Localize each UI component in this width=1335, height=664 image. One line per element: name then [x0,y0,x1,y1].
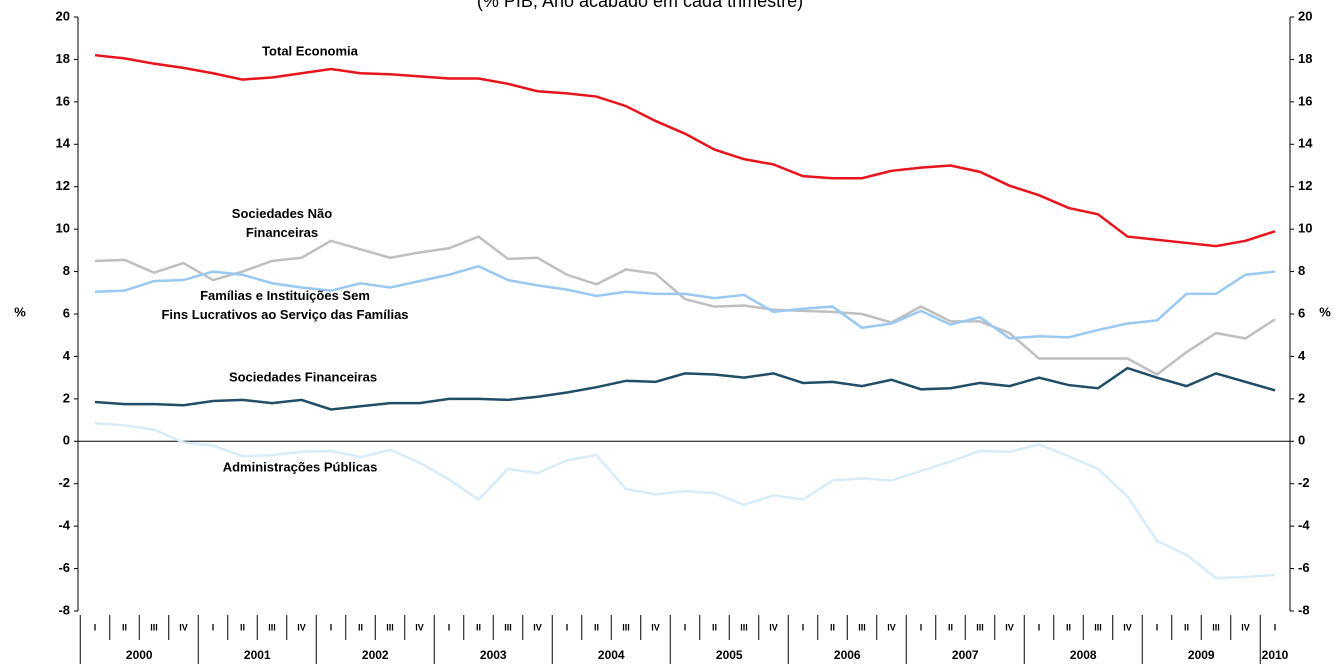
x-tick-label: III [268,622,276,632]
series-label: Sociedades Financeiras [229,369,377,384]
y2-tick-label: -8 [1298,602,1310,617]
y2-tick-label: 0 [1298,433,1305,448]
y-tick-label: 6 [63,305,70,320]
y2-tick-label: 14 [1298,136,1313,151]
y-tick-label: 0 [63,433,70,448]
x-tick-label: IV [651,622,660,632]
y2-tick-label: 2 [1298,390,1305,405]
year-label: 2010 [1262,648,1289,662]
x-tick-label: III [1094,622,1102,632]
y2-tick-label: 8 [1298,263,1305,278]
year-label: 2003 [480,648,507,662]
year-label: 2001 [244,648,271,662]
y-tick-label: -6 [58,560,70,575]
x-tick-label: I [1274,622,1277,632]
year-label: 2008 [1070,648,1097,662]
y-tick-label: 4 [63,348,71,363]
series-label: Total Economia [262,43,359,58]
x-tick-label: IV [533,622,542,632]
x-tick-label: II [1184,622,1189,632]
series-line [94,422,1276,580]
x-tick-label: II [1066,622,1071,632]
x-tick-label: I [1038,622,1041,632]
x-tick-label: I [920,622,923,632]
y-tick-label: 18 [56,51,70,66]
x-tick-label: II [476,622,481,632]
x-tick-label: III [858,622,866,632]
y2-tick-label: -4 [1298,518,1310,533]
x-tick-label: III [386,622,394,632]
year-label: 2000 [126,648,153,662]
y-tick-label: 8 [63,263,70,278]
x-tick-label: I [94,622,97,632]
x-tick-label: I [684,622,687,632]
x-tick-label: I [448,622,451,632]
x-tick-label: III [504,622,512,632]
y2-tick-label: 4 [1298,348,1306,363]
x-tick-label: II [830,622,835,632]
x-tick-label: IV [179,622,188,632]
y2-tick-label: -2 [1298,475,1310,490]
y-axis-label: % [14,304,26,319]
x-tick-label: I [330,622,333,632]
y-tick-label: 12 [56,178,70,193]
y-tick-label: 14 [56,136,71,151]
chart-title: (% PIB, Ano acabado em cada trimestre) [477,0,803,11]
year-label: 2006 [834,648,861,662]
x-tick-label: IV [887,622,896,632]
x-tick-label: I [1156,622,1159,632]
x-tick-label: II [712,622,717,632]
y2-tick-label: 10 [1298,221,1312,236]
x-tick-label: I [212,622,215,632]
series-line [94,235,1276,376]
x-tick-label: II [122,622,127,632]
x-tick-label: III [976,622,984,632]
x-tick-label: II [594,622,599,632]
y2-axis-label: % [1319,304,1331,319]
y-tick-label: 2 [63,390,70,405]
y-tick-label: -2 [58,475,70,490]
x-tick-label: III [740,622,748,632]
series-label: Administrações Públicas [223,459,378,474]
y2-tick-label: 20 [1298,8,1312,23]
year-label: 2009 [1188,648,1215,662]
y-tick-label: -8 [58,602,70,617]
x-tick-label: IV [297,622,306,632]
y2-tick-label: 12 [1298,178,1312,193]
x-tick-label: III [150,622,158,632]
y-tick-label: 16 [56,93,70,108]
y-tick-label: -4 [58,518,70,533]
x-tick-label: II [240,622,245,632]
x-tick-label: I [802,622,805,632]
series-line [94,366,1276,411]
year-label: 2007 [952,648,979,662]
y2-tick-label: 18 [1298,51,1312,66]
series-line [94,53,1276,248]
series-line [94,264,1276,340]
year-label: 2002 [362,648,389,662]
x-tick-label: IV [769,622,778,632]
y-tick-label: 10 [56,221,70,236]
y2-tick-label: -6 [1298,560,1310,575]
series-label: Famílias e Instituições Sem Fins Lucrativ… [161,288,408,322]
x-tick-label: I [566,622,569,632]
y-tick-label: 20 [56,8,70,23]
x-tick-label: III [622,622,630,632]
series-label: Sociedades Não Financeiras [232,206,332,240]
x-tick-label: IV [1123,622,1132,632]
year-label: 2004 [598,648,625,662]
y2-tick-label: 6 [1298,305,1305,320]
x-tick-label: IV [1241,622,1250,632]
y2-tick-label: 16 [1298,93,1312,108]
x-tick-label: IV [1005,622,1014,632]
x-tick-label: II [358,622,363,632]
x-tick-label: III [1212,622,1220,632]
x-tick-label: II [948,622,953,632]
x-tick-label: IV [415,622,424,632]
year-label: 2005 [716,648,743,662]
